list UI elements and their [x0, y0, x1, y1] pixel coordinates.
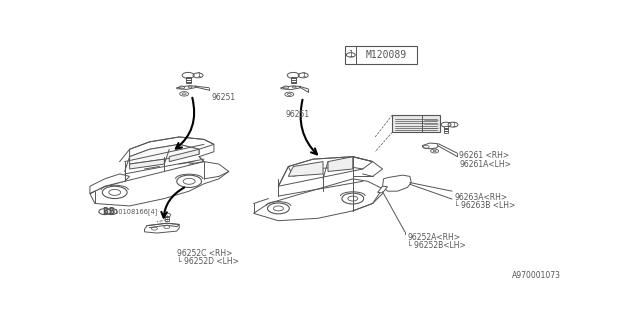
Polygon shape [253, 179, 383, 221]
Text: 96251: 96251 [211, 93, 236, 102]
Text: M120089: M120089 [365, 50, 406, 60]
Bar [346, 46, 417, 64]
Polygon shape [383, 175, 412, 191]
Text: └ 96252D <LH>: └ 96252D <LH> [177, 257, 239, 266]
Text: 1: 1 [196, 72, 200, 78]
Text: └ 96252B<LH>: └ 96252B<LH> [408, 241, 466, 250]
Text: B: B [108, 207, 114, 216]
Polygon shape [288, 162, 323, 176]
Text: 1: 1 [301, 72, 305, 78]
Polygon shape [177, 86, 196, 89]
Text: 96251: 96251 [286, 110, 310, 119]
Text: └ 96263B <LH>: └ 96263B <LH> [454, 202, 516, 211]
Polygon shape [129, 137, 214, 157]
Text: B: B [102, 207, 108, 216]
Polygon shape [90, 174, 129, 194]
Polygon shape [145, 223, 179, 233]
Bar [444, 126, 447, 133]
Polygon shape [129, 159, 164, 169]
Text: 96252A<RH>: 96252A<RH> [408, 234, 460, 243]
Bar [186, 76, 191, 83]
Text: 96252C <RH>: 96252C <RH> [177, 250, 232, 259]
Text: A970001073: A970001073 [512, 271, 561, 280]
Text: 010108166[4]: 010108166[4] [111, 209, 158, 215]
Bar [392, 115, 440, 132]
Polygon shape [378, 186, 388, 193]
Text: 1: 1 [451, 122, 455, 128]
Polygon shape [129, 144, 199, 164]
Bar [165, 216, 169, 221]
Text: 96261A<LH>: 96261A<LH> [460, 160, 511, 169]
Bar [291, 76, 296, 83]
Polygon shape [422, 143, 438, 149]
Polygon shape [288, 157, 372, 176]
Text: 96261 <RH>: 96261 <RH> [460, 151, 509, 160]
Polygon shape [328, 157, 353, 172]
Polygon shape [169, 149, 199, 162]
Polygon shape [90, 162, 229, 206]
Text: 96263A<RH>: 96263A<RH> [454, 193, 508, 202]
Polygon shape [281, 86, 301, 90]
Text: 1: 1 [348, 51, 353, 60]
